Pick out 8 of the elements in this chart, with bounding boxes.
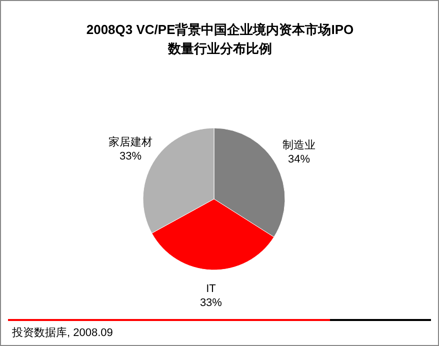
text: 投资数据库, 2008.09 (11, 326, 113, 339)
data-label: 34% (288, 153, 310, 166)
slice-label: 制造业 (282, 138, 316, 152)
slice-label: IT (206, 282, 216, 295)
data-label: 33% (119, 150, 142, 163)
slice-label: 家居建材 (108, 136, 153, 149)
chart-title: 2008Q3 VC/PE背景中国企业境内资本市场IPO 数量行业分布比例 (86, 22, 354, 56)
data-label: 33% (200, 296, 222, 309)
